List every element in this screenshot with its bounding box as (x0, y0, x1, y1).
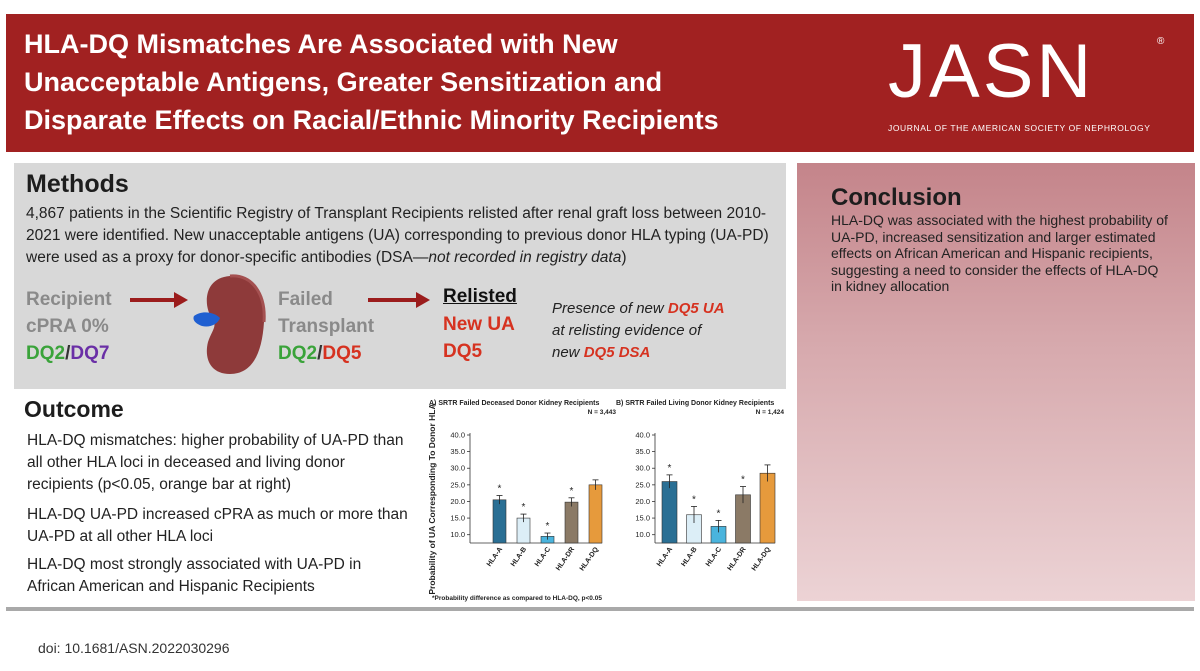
chart-a-y-tick-label: 15.0 (450, 514, 465, 523)
chart-b-y-tick-label: 40.0 (635, 431, 650, 440)
recipient-label: Recipient (26, 289, 112, 310)
methods-text-main: 4,867 patients in the Scientific Registr… (26, 205, 769, 266)
relisted-label: Relisted (443, 286, 517, 307)
chart-a-bar-hla-dq (588, 484, 603, 544)
evidence-line-3: new DQ5 DSA (552, 342, 725, 364)
chart-b-y-tick-label: 30.0 (635, 464, 650, 473)
recipient-dq: DQ2/DQ7 (26, 340, 112, 367)
chart-b-y-tick-label: 10.0 (635, 530, 650, 539)
title-line-1: HLA-DQ Mismatches Are Associated with Ne… (24, 29, 618, 59)
methods-heading: Methods (26, 170, 129, 198)
chart-a-y-tick-label: 30.0 (450, 464, 465, 473)
chart-y-axis-label-text: Probability of UA Corresponding To Donor… (427, 403, 437, 594)
chart-a-n: N = 3,443 (588, 409, 617, 416)
chart-a-plot: 10.0 15.0 20.0 25.0 30.0 35.0 40.0 * HLA-A * HLA-B… (450, 431, 603, 573)
outcome-heading: Outcome (24, 396, 124, 422)
evidence-text-dq5-dsa: DQ5 DSA (583, 344, 651, 361)
chart-a-significance-marker: * (570, 486, 574, 497)
chart-b-title: B) SRTR Failed Living Donor Kidney Recip… (616, 400, 774, 407)
evidence-text-1: Presence of new (552, 300, 668, 317)
chart-footnote: *Probability difference as compared to H… (432, 595, 602, 602)
chart-a-category-label: HLA-DR (555, 546, 576, 572)
evidence-line-2: at relisting evidence of (552, 322, 702, 339)
recipient-dq-separator: / (65, 343, 71, 364)
chart-a-y-tick-label: 20.0 (450, 497, 465, 506)
chart-a-bar-hla-a (492, 499, 507, 544)
outcome-item-1: HLA-DQ mismatches: higher probability of… (27, 432, 404, 493)
chart-y-axis-label: Probability of UA Corresponding To Donor… (427, 403, 437, 594)
recipient-dq7: DQ7 (70, 343, 110, 364)
relisted-dq5: DQ5 (443, 341, 483, 362)
chart-b-category-label: HLA-C (705, 546, 723, 568)
chart-b-y-tick-label: 25.0 (635, 480, 650, 489)
charts-figure: A) SRTR Failed Deceased Donor Kidney Rec… (427, 400, 785, 602)
recipient-block: Recipient cPRA 0% DQ2/DQ7 (26, 286, 112, 367)
chart-b-plot: 10.0 15.0 20.0 25.0 30.0 35.0 40.0 * HLA-A * HLA-B… (635, 431, 776, 573)
chart-b-y-tick-label: 20.0 (635, 497, 650, 506)
page-title: HLA-DQ Mismatches Are Associated with Ne… (24, 25, 814, 139)
failed-transplant-block: Failed Transplant DQ2/DQ5 (278, 286, 374, 367)
chart-b-bar-hla-a (661, 481, 678, 544)
chart-b-n: N = 1,424 (756, 409, 785, 416)
failed-dq2: DQ2 (278, 343, 318, 364)
evidence-text-4: new (552, 344, 584, 361)
registered-mark: ® (1157, 36, 1165, 47)
chart-b-y-tick-label: 15.0 (635, 514, 650, 523)
bottom-divider (6, 607, 1194, 611)
chart-a-significance-marker: * (522, 502, 526, 513)
arrow-recipient-to-kidney-icon (130, 292, 188, 308)
chart-a-significance-marker: * (498, 483, 502, 494)
chart-b-significance-marker: * (717, 508, 721, 519)
kidney-icon (193, 274, 266, 374)
title-line-3: Disparate Effects on Racial/Ethnic Minor… (24, 105, 719, 135)
conclusion-panel (797, 163, 1195, 601)
conclusion-heading: Conclusion (831, 184, 962, 211)
header-banner (6, 14, 1194, 152)
outcome-item-2: HLA-DQ UA-PD increased cPRA as much or m… (27, 506, 408, 545)
chart-a-y-tick-label: 40.0 (450, 431, 465, 440)
journal-name: JOURNAL OF THE AMERICAN SOCIETY OF NEPHR… (888, 123, 1151, 133)
chart-a-category-label: HLA-B (510, 546, 528, 568)
chart-a-category-label: HLA-DQ (579, 546, 601, 573)
failed-label-line-2: Transplant (278, 316, 375, 337)
relisted-new-ua: New UA (443, 314, 515, 335)
recipient-cpra: cPRA 0% (26, 316, 109, 337)
chart-a-significance-marker: * (546, 521, 550, 532)
chart-a-y-tick-label: 25.0 (450, 480, 465, 489)
failed-dq5: DQ5 (322, 343, 362, 364)
failed-dq: DQ2/DQ5 (278, 340, 374, 367)
journal-logo: JASN (888, 29, 1095, 114)
chart-b-significance-marker: * (692, 494, 696, 505)
doi-text: doi: 10.1681/ASN.2022030296 (38, 640, 230, 656)
recipient-dq2: DQ2 (26, 343, 66, 364)
evidence-note: Presence of new DQ5 UA at relisting evid… (552, 298, 725, 364)
chart-b-y-tick-label: 35.0 (635, 447, 650, 456)
conclusion-text: HLA-DQ was associated with the highest p… (831, 212, 1168, 294)
chart-a-category-label: HLA-A (486, 546, 504, 568)
evidence-text-dq5-ua: DQ5 UA (667, 300, 725, 317)
chart-b-bar-hla-dq (759, 472, 776, 544)
chart-a-bar-hla-dr (564, 501, 579, 544)
chart-b-significance-marker: * (668, 463, 672, 474)
methods-text-note: not recorded in registry data (428, 249, 622, 266)
chart-b-category-label: HLA-A (656, 546, 674, 568)
evidence-line-1: Presence of new DQ5 UA (552, 298, 725, 320)
methods-text-close: ) (621, 249, 627, 266)
arrow-failed-to-relisted-icon (368, 292, 430, 308)
chart-b-significance-marker: * (741, 475, 745, 486)
methods-text: 4,867 patients in the Scientific Registr… (26, 203, 786, 269)
methods-panel (14, 163, 786, 389)
chart-a-category-label: HLA-C (534, 546, 552, 568)
outcome-item-3: HLA-DQ most strongly associated with UA-… (27, 556, 362, 595)
chart-b-category-label: HLA-B (680, 546, 698, 568)
chart-a-y-tick-label: 10.0 (450, 530, 465, 539)
title-line-2: Unacceptable Antigens, Greater Sensitiza… (24, 67, 663, 97)
chart-b-category-label: HLA-DR (727, 546, 748, 572)
chart-a-y-tick-label: 35.0 (450, 447, 465, 456)
chart-b-category-label: HLA-DQ (751, 546, 773, 573)
failed-label-line-1: Failed (278, 289, 333, 310)
failed-dq-separator: / (317, 343, 323, 364)
chart-a-title: A) SRTR Failed Deceased Donor Kidney Rec… (429, 400, 599, 407)
